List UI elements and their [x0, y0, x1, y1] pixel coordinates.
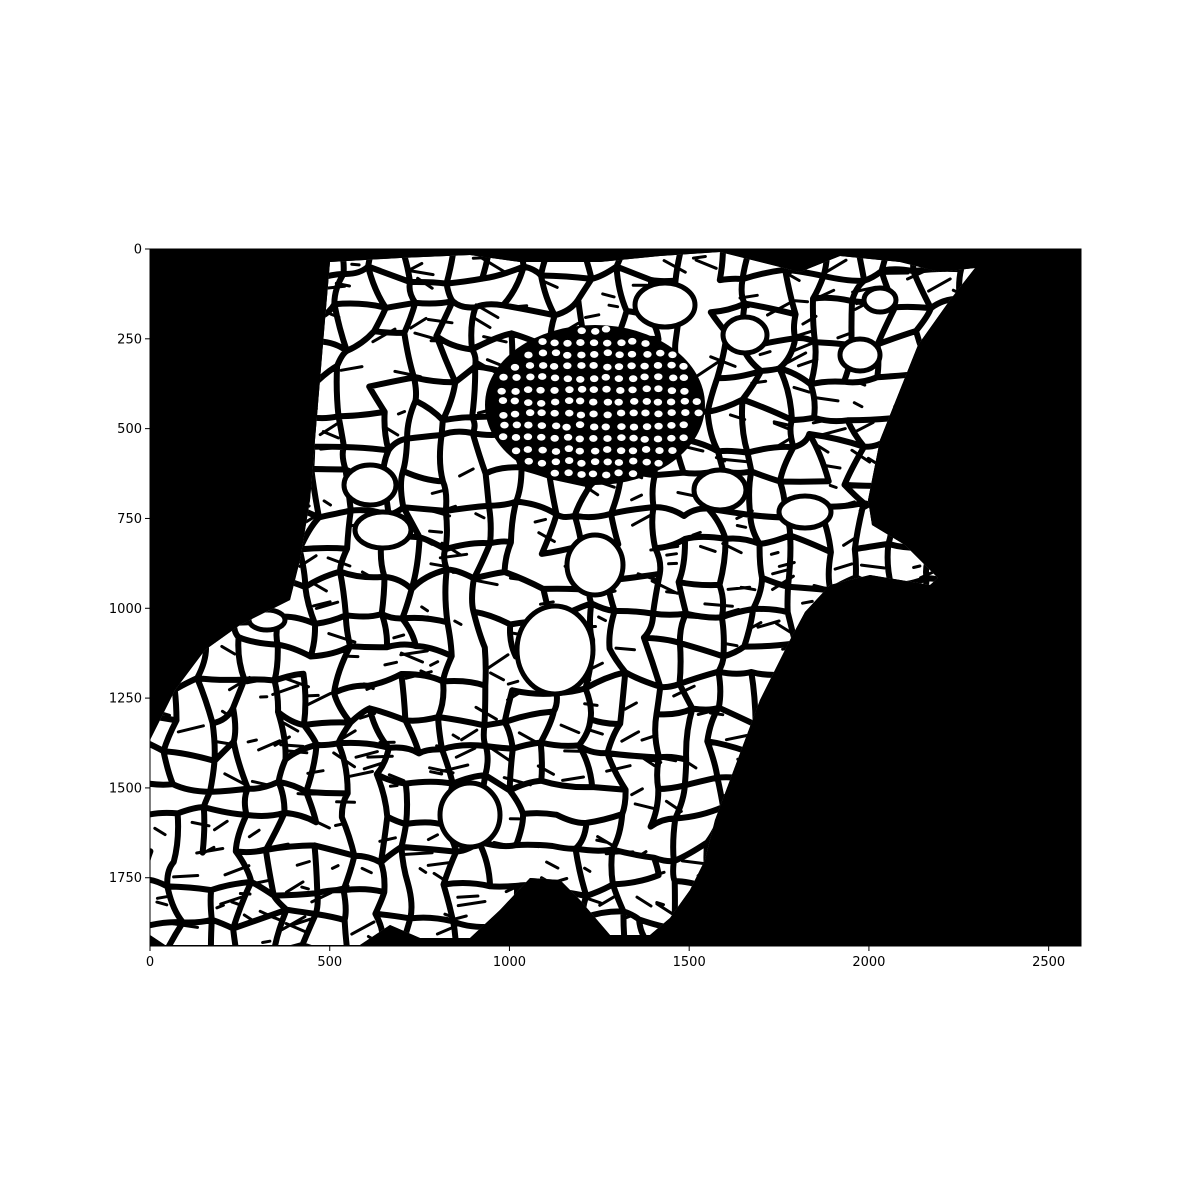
- y-tick-label: 500: [117, 422, 142, 437]
- x-tick-label: 0: [146, 955, 154, 970]
- x-tick-label: 1000: [493, 955, 526, 970]
- x-tick-label: 2000: [852, 955, 885, 970]
- plot-area: [149, 248, 1082, 947]
- y-tick-label: 1750: [109, 871, 142, 886]
- x-tick-label: 1500: [673, 955, 706, 970]
- y-tick-label: 1250: [109, 692, 142, 707]
- y-tick-label: 1000: [109, 602, 142, 617]
- x-axis: 0 500 1000 1500 2000 2500: [146, 946, 1065, 970]
- y-tick-label: 0: [134, 243, 142, 258]
- y-tick-label: 750: [117, 512, 142, 527]
- dense-cell-cluster: [485, 325, 705, 485]
- plot-frame: [149, 248, 1082, 947]
- y-axis: 0 250 500 750 1000 1250 1500 1750: [109, 243, 150, 886]
- x-tick-label: 2500: [1032, 955, 1065, 970]
- large-cells: [246, 280, 899, 850]
- y-tick-label: 1500: [109, 781, 142, 796]
- y-tick-label: 250: [117, 332, 142, 347]
- tissue-region: [150, 252, 975, 945]
- segmentation-mask: [150, 252, 975, 945]
- x-tick-label: 500: [317, 955, 342, 970]
